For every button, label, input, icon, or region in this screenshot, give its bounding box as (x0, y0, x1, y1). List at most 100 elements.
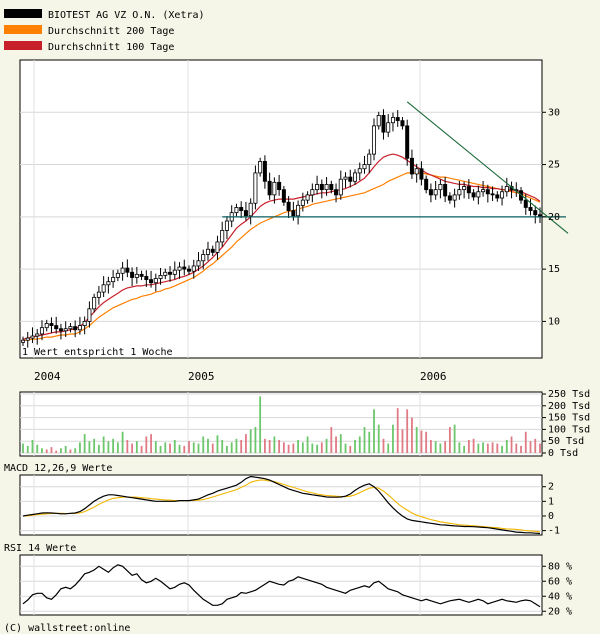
legend-label-price: BIOTEST AG VZ O.N. (Xetra) (48, 10, 205, 21)
year-axis: 2004 2005 2006 (34, 370, 447, 383)
candle-body (452, 194, 457, 201)
candle-body (471, 192, 476, 198)
volume-bar (496, 443, 499, 453)
volume-bar (515, 443, 518, 453)
volume-bar (83, 434, 86, 453)
volume-bar (41, 448, 43, 453)
volume-bar (411, 417, 413, 453)
volume-bar (453, 424, 456, 453)
candle-body (172, 269, 177, 275)
year-label-2006: 2006 (420, 370, 447, 383)
volume-bar (335, 436, 337, 453)
candle-body (262, 161, 267, 182)
candle-body (125, 267, 130, 273)
y-tick-label: 50 Tsd (548, 436, 584, 447)
candle-body (191, 265, 196, 272)
candle-body (196, 260, 201, 267)
volume-bar (415, 427, 418, 453)
volume-bar (292, 443, 295, 453)
candle-body (315, 184, 320, 191)
volume-bar (491, 442, 494, 453)
candle-body (139, 273, 144, 277)
candle-body (68, 326, 73, 330)
volume-bar (263, 438, 266, 453)
year-label-2005: 2005 (188, 370, 215, 383)
legend: BIOTEST AG VZ O.N. (Xetra) Durchschnitt … (4, 9, 205, 53)
price-plot-area (19, 59, 543, 359)
volume-bar (254, 427, 257, 453)
volume-bar (116, 442, 119, 453)
volume-bar (287, 444, 290, 453)
candle-body (177, 266, 182, 271)
volume-bar (26, 445, 29, 453)
volume-bar (273, 436, 276, 453)
volume-bar (88, 441, 91, 453)
candle-body (149, 279, 154, 284)
candle-body (329, 184, 334, 191)
volume-bar (534, 438, 537, 453)
volume-bar (216, 435, 219, 453)
candle-body (44, 323, 49, 329)
candle-body (20, 339, 25, 343)
candle-body (414, 168, 419, 175)
ma200-line (23, 172, 541, 341)
candle-body (253, 172, 258, 204)
volume-bar (230, 442, 233, 453)
candle-body (296, 204, 301, 217)
candle-body (30, 335, 35, 339)
volume-bar (330, 427, 333, 453)
y-tick-label: 80 % (548, 561, 572, 572)
macd-signal-line (23, 479, 541, 533)
candle-body (35, 333, 40, 337)
volume-bar (520, 445, 522, 453)
volume-bar (316, 444, 318, 453)
candle-body (409, 157, 414, 175)
candle-body (243, 210, 248, 217)
volume-bar (102, 436, 105, 453)
volume-bar (235, 438, 238, 453)
y-tick-label: 15 (548, 264, 560, 275)
y-tick-label: 40 % (548, 591, 572, 602)
volume-bar (207, 438, 209, 453)
volume-bar (401, 429, 404, 453)
candle-body (153, 278, 158, 284)
candle-body (523, 199, 528, 208)
candle-body (428, 189, 433, 196)
candle-body (457, 189, 462, 196)
volume-bar (112, 438, 115, 453)
candle-body (367, 153, 372, 165)
candle-body (386, 122, 391, 133)
candle-body (443, 184, 448, 197)
volume-bar (55, 450, 58, 453)
candle-body (144, 276, 149, 280)
price-panel: wallstreet:online ws:o 10 15 20 25 30 1 Wert… (19, 59, 569, 359)
price-overlays (222, 101, 569, 234)
candle-body (234, 207, 239, 214)
candlesticks (20, 109, 543, 348)
volume-bar (430, 440, 432, 453)
candle-body (224, 220, 229, 231)
macd-line (22, 475, 541, 535)
volume-bar (387, 443, 390, 453)
volume-bar (211, 443, 214, 453)
candle-body (462, 186, 467, 191)
candle-body (215, 241, 220, 253)
volume-bar (121, 431, 124, 453)
volume-bar (173, 440, 176, 453)
price-note: 1 Wert entspricht 1 Woche (22, 347, 173, 358)
volume-bar (183, 445, 186, 453)
candle-body (163, 271, 168, 276)
macd-panel: MACD 12,26,9 Werte -1 0 1 2 (4, 463, 560, 537)
candle-body (490, 193, 495, 196)
volume-bar (339, 434, 342, 453)
footer-copyright: (C) wallstreet:online (4, 623, 130, 634)
macd-grid (20, 475, 542, 535)
y-tick-label: 20 (548, 212, 560, 223)
volume-bar (377, 424, 380, 453)
volume-bar (226, 445, 228, 453)
volume-bar (93, 438, 96, 453)
volume-bar (31, 440, 34, 453)
macd-y-axis: -1 0 1 2 (542, 482, 560, 537)
volume-bar (131, 443, 133, 453)
